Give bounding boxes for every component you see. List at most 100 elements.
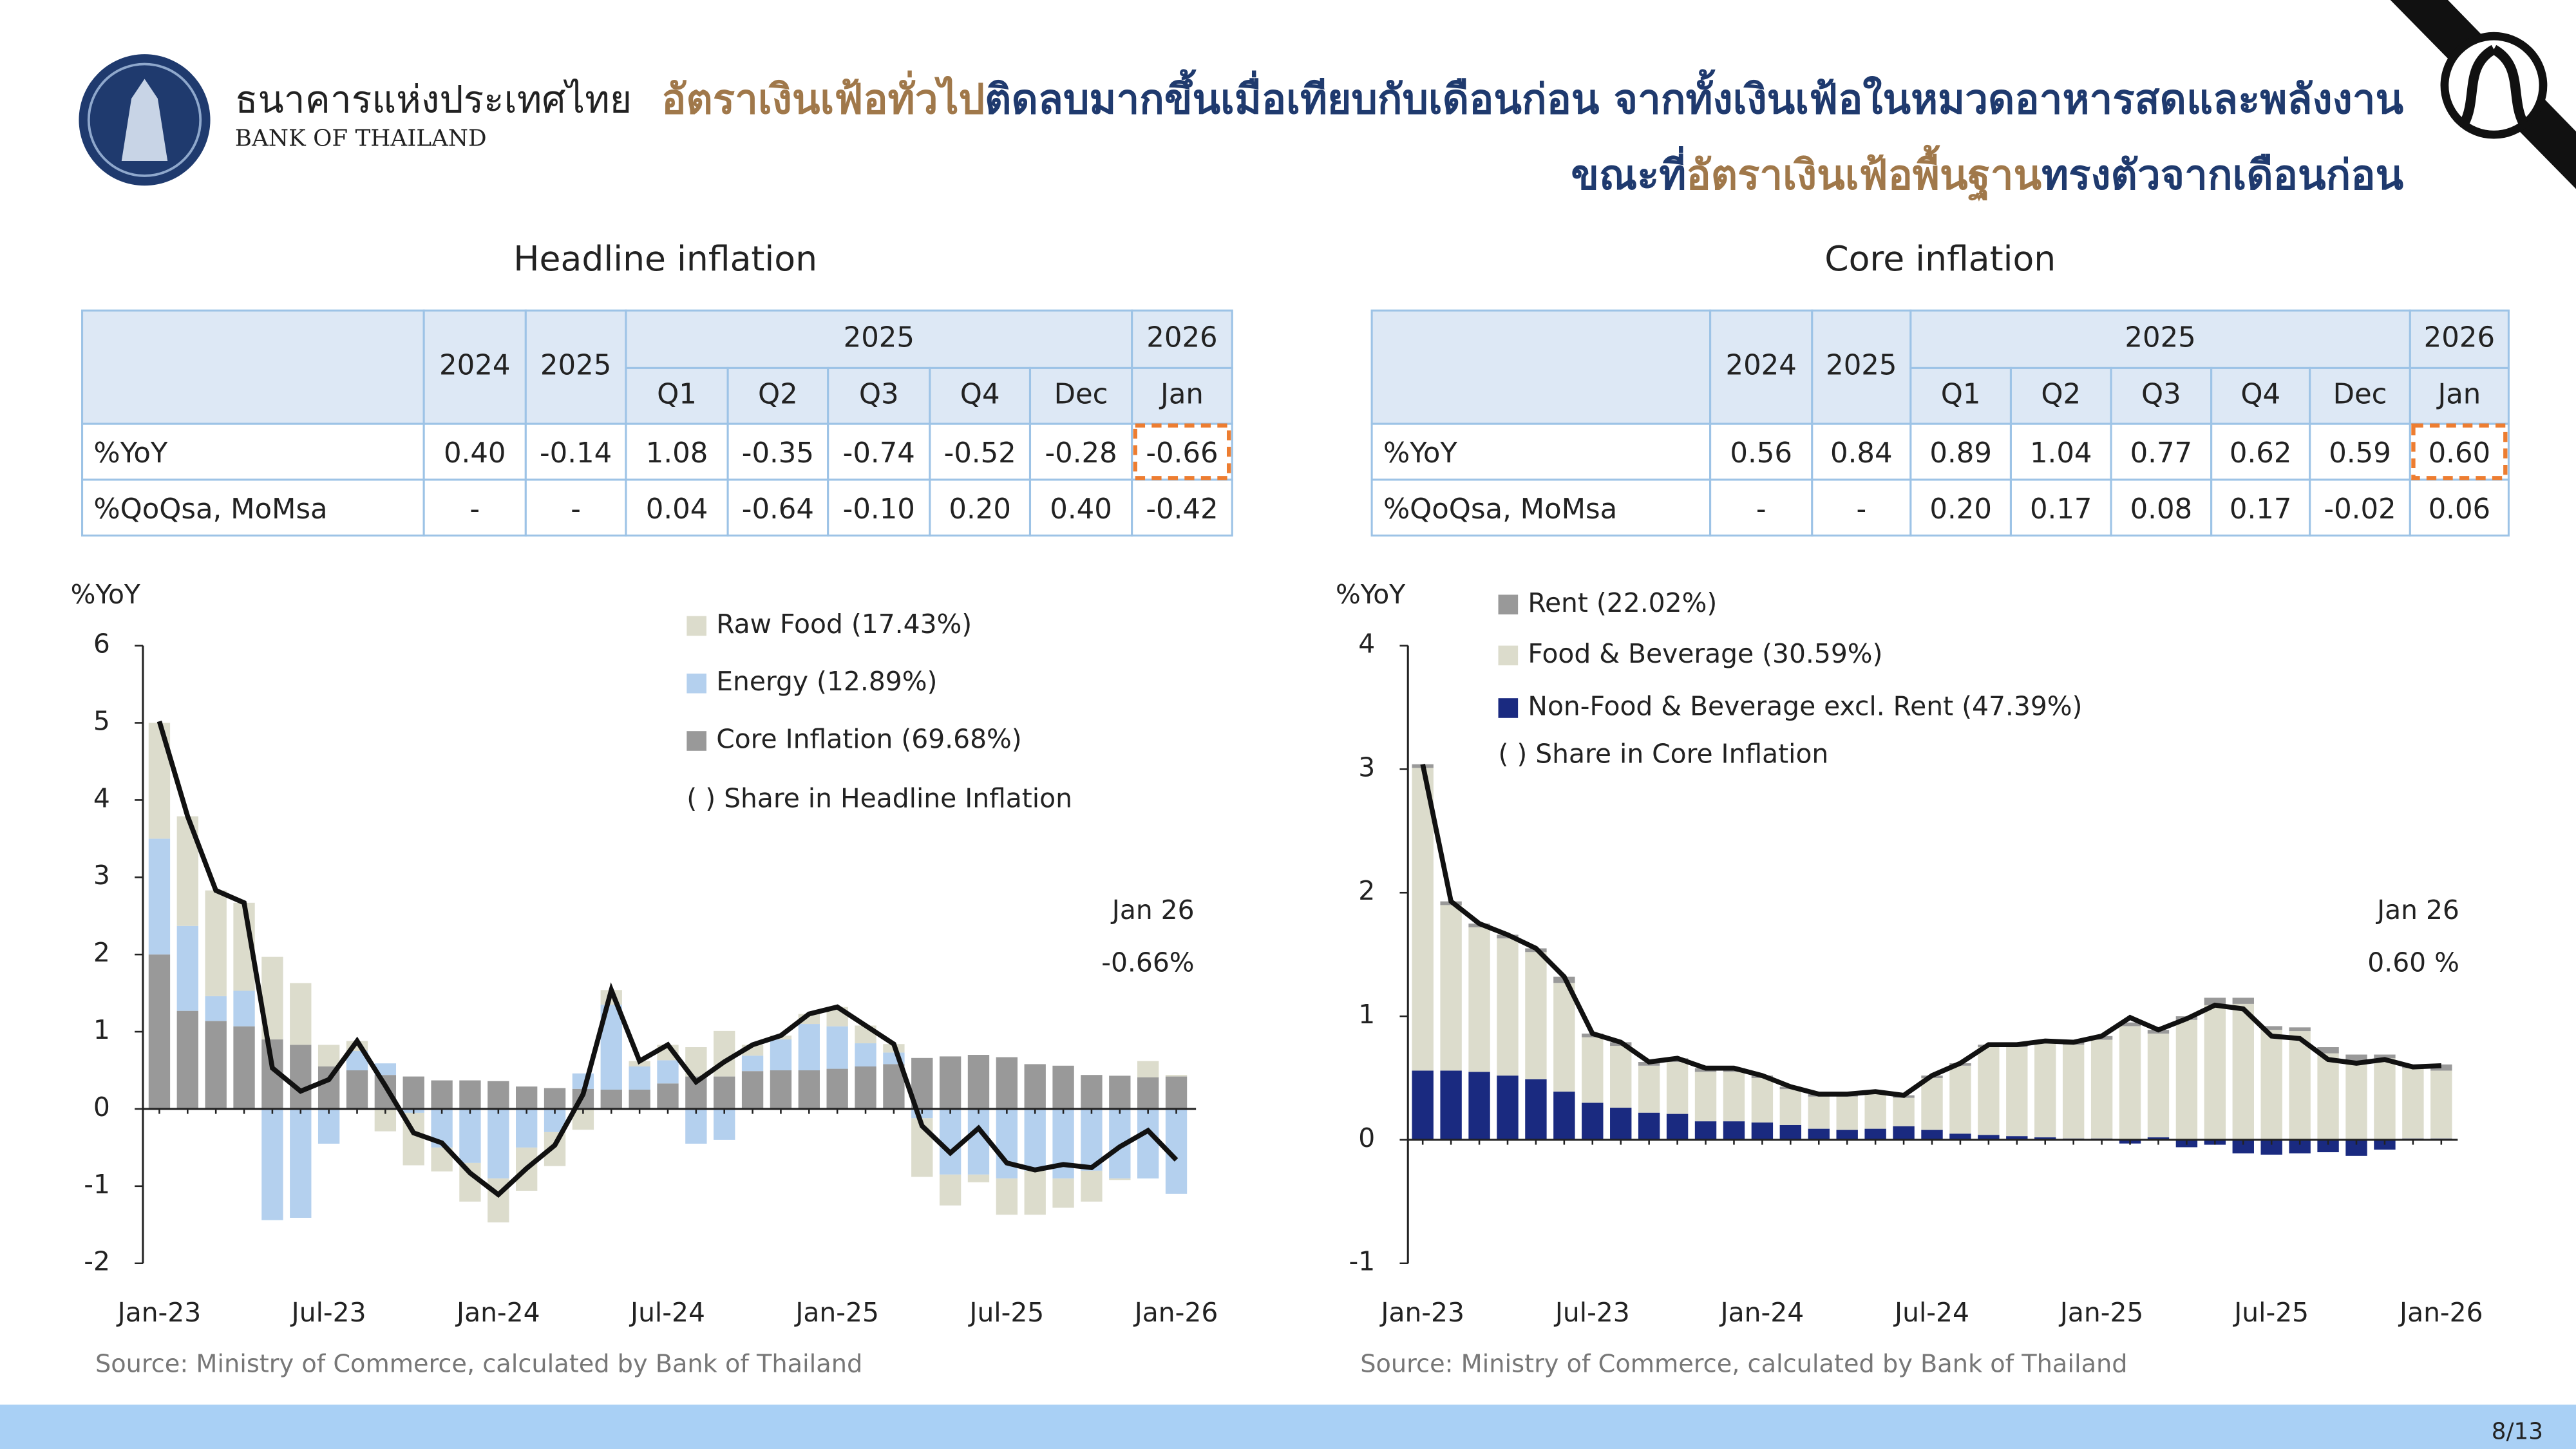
table-cell bbox=[1370, 478, 1712, 537]
legend-swatch bbox=[1498, 698, 1519, 718]
legend-swatch bbox=[1498, 594, 1519, 615]
bar-segment bbox=[1893, 1097, 1915, 1126]
table-value: 0.84 bbox=[1830, 437, 1893, 469]
x-tick-label: Jan-24 bbox=[455, 1297, 540, 1328]
bar-segment bbox=[1694, 1121, 1717, 1140]
table-header: 2025 bbox=[844, 321, 914, 354]
bar-segment bbox=[2034, 1043, 2056, 1138]
bar-segment bbox=[657, 1060, 679, 1084]
table-cell bbox=[1131, 366, 1233, 425]
bar-segment bbox=[2374, 1054, 2396, 1059]
table-value: 0.17 bbox=[2230, 493, 2292, 526]
bar-segment bbox=[1751, 1077, 1774, 1123]
bar-segment bbox=[374, 1063, 397, 1075]
table-subheader: Q3 bbox=[2141, 378, 2181, 410]
bar-segment bbox=[1723, 1072, 1745, 1122]
y-tick-label: 4 bbox=[1358, 629, 1375, 659]
bar-segment bbox=[1165, 1075, 1188, 1077]
bar-segment bbox=[205, 1021, 227, 1109]
legend-label: Non-Food & Beverage excl. Rent (47.39%) bbox=[1528, 690, 2082, 721]
bar-segment bbox=[2090, 1039, 2113, 1139]
bar-segment bbox=[629, 1089, 650, 1109]
bar-segment bbox=[996, 1178, 1018, 1215]
table-value: - bbox=[469, 493, 480, 526]
row-label: %YoY bbox=[93, 437, 167, 469]
bar-segment bbox=[1052, 1065, 1074, 1109]
legend-note: ( ) Share in Core Inflation bbox=[1499, 738, 1829, 769]
bar-segment bbox=[939, 1174, 961, 1206]
bar-segment bbox=[1864, 1128, 1886, 1140]
table-cell bbox=[1709, 422, 1814, 481]
legend-label: Rent (22.02%) bbox=[1528, 587, 1717, 618]
bar-segment bbox=[1779, 1089, 1802, 1125]
bar-segment bbox=[2374, 1058, 2396, 1140]
table-cell bbox=[1909, 478, 2012, 537]
bar-segment bbox=[1109, 1075, 1131, 1109]
source: Source: Ministry of Commerce, calculated… bbox=[95, 1349, 862, 1378]
bar-segment bbox=[2175, 1019, 2198, 1140]
y-tick-label: 3 bbox=[1358, 752, 1375, 782]
bar-segment bbox=[1808, 1128, 1830, 1140]
table-header: 2024 bbox=[1726, 350, 1797, 382]
bar-segment bbox=[1638, 1112, 1660, 1140]
bank-name-en: BANK OF THAILAND bbox=[235, 125, 487, 151]
bar-segment bbox=[967, 1108, 990, 1175]
table-value: -0.52 bbox=[944, 437, 1016, 469]
bar-segment bbox=[2147, 1033, 2170, 1138]
x-tick-label: Jan-25 bbox=[793, 1297, 879, 1328]
bar-segment bbox=[1864, 1094, 1886, 1129]
bar-segment bbox=[967, 1174, 990, 1182]
table-value: 0.40 bbox=[1050, 493, 1112, 526]
bar-segment bbox=[2317, 1053, 2339, 1140]
bar-segment bbox=[346, 1070, 368, 1109]
table-cell bbox=[1131, 422, 1233, 481]
table-value: 0.20 bbox=[1929, 493, 1992, 526]
table-value: 0.56 bbox=[1730, 437, 1792, 469]
bar-segment bbox=[1525, 952, 1547, 1079]
bar-segment bbox=[855, 1043, 876, 1066]
table-value: 0.20 bbox=[949, 493, 1011, 526]
table-header: 2024 bbox=[439, 350, 510, 382]
mourning-ribbon bbox=[2390, 0, 2576, 189]
table-cell bbox=[929, 366, 1032, 425]
bar-segment bbox=[1836, 1130, 1858, 1140]
x-tick-label: Jul-23 bbox=[1553, 1297, 1630, 1328]
bar-segment bbox=[1978, 1135, 2000, 1140]
annotation: 0.60 % bbox=[2367, 947, 2459, 978]
bar-segment bbox=[516, 1108, 538, 1148]
bar-segment bbox=[2119, 1022, 2141, 1027]
source: Source: Ministry of Commerce, calculated… bbox=[1360, 1349, 2127, 1378]
table-value: 0.08 bbox=[2130, 493, 2193, 526]
headline-segment: ติดลบมากขึ้นเมื่อเทียบกับเดือนก่อน จากทั… bbox=[985, 69, 2404, 124]
bar-segment bbox=[1137, 1077, 1159, 1109]
table-cell bbox=[1131, 478, 1233, 537]
bar-segment bbox=[1638, 1065, 1660, 1113]
table-value: - bbox=[1856, 493, 1866, 526]
bar-segment bbox=[1666, 1113, 1689, 1140]
bar-segment bbox=[261, 1108, 283, 1220]
bar-segment bbox=[2430, 1070, 2452, 1139]
table-value: -0.66 bbox=[1146, 437, 1218, 469]
bar-segment bbox=[2374, 1139, 2396, 1150]
bar-segment bbox=[770, 1070, 792, 1109]
bar-segment bbox=[600, 1089, 622, 1109]
line bbox=[156, 720, 1179, 1198]
table-subheader: Jan bbox=[1159, 378, 1204, 410]
table-header: 2026 bbox=[2424, 321, 2495, 354]
bar-segment bbox=[1666, 1062, 1689, 1114]
row-label: %YoY bbox=[1383, 437, 1457, 469]
table-subheader: Q1 bbox=[1941, 378, 1981, 410]
bar-segment bbox=[1553, 1092, 1575, 1140]
table-value: -0.10 bbox=[843, 493, 915, 526]
table-subheader: Jan bbox=[2436, 378, 2481, 410]
table-cell bbox=[929, 478, 1032, 537]
bar-segment bbox=[1808, 1096, 1830, 1129]
bar-segment bbox=[798, 1070, 820, 1109]
bar-segment bbox=[2204, 998, 2226, 1005]
legend-note: ( ) Share in Headline Inflation bbox=[687, 782, 1072, 813]
y-tick-label: 1 bbox=[1358, 999, 1375, 1030]
table-cell bbox=[625, 366, 729, 425]
bar-segment bbox=[1024, 1170, 1046, 1215]
legend-label: Energy (12.89%) bbox=[716, 666, 937, 697]
